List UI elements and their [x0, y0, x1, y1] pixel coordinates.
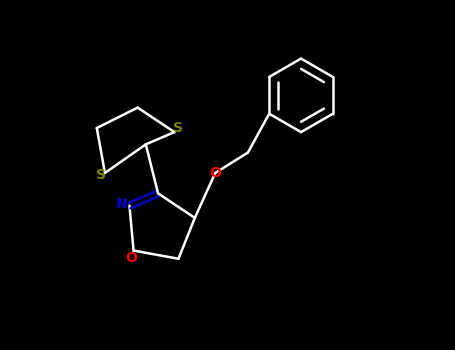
Text: N: N: [116, 197, 127, 211]
Text: O: O: [209, 166, 221, 180]
Text: O: O: [126, 251, 137, 265]
Text: S: S: [96, 168, 106, 182]
Text: S: S: [173, 121, 183, 135]
